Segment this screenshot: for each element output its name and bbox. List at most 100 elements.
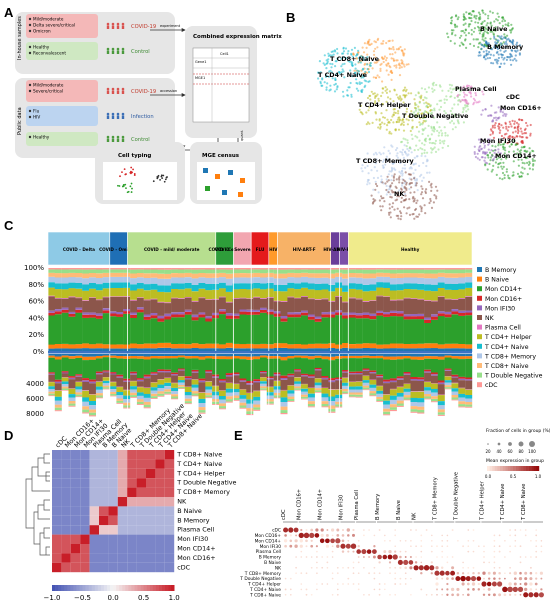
- heatmap-cell: [136, 487, 146, 497]
- heatmap-cell: [70, 562, 81, 573]
- stacked-bar-segment: [82, 269, 90, 274]
- umap-point: [388, 203, 391, 206]
- count-bar-segment: [348, 382, 356, 387]
- stacked-bar-segment: [348, 348, 356, 352]
- umap-point: [357, 89, 360, 92]
- stacked-bar-segment: [246, 311, 254, 315]
- dot-marker: [420, 539, 423, 542]
- umap-point: [388, 64, 391, 68]
- count-bar-segment: [102, 357, 110, 371]
- stacked-bar-segment: [431, 284, 438, 292]
- stacked-bar-segment: [61, 283, 69, 290]
- stacked-bar-segment: [273, 343, 281, 348]
- stacked-bar-segment: [54, 277, 62, 284]
- umap-point: [419, 147, 422, 150]
- umap-point: [361, 113, 364, 116]
- count-bar-segment: [287, 354, 295, 356]
- count-bar-segment: [403, 356, 411, 359]
- stacked-bar-segment: [307, 343, 315, 349]
- stacked-bar-segment: [82, 290, 90, 301]
- stacked-bar-segment: [191, 317, 199, 321]
- stacked-bar-segment: [68, 288, 76, 297]
- stacked-bar-segment: [89, 277, 96, 283]
- stacked-bar-segment: [362, 273, 370, 279]
- umap-point: [327, 52, 330, 55]
- count-bar-segment: [335, 379, 343, 381]
- umap-point: [333, 90, 337, 93]
- dotplot-group-label: T CD4+ Naive: [500, 484, 506, 522]
- bullet-icon: [28, 89, 32, 93]
- umap-point: [392, 46, 395, 49]
- umap-point: [413, 113, 417, 117]
- umap-point: [390, 166, 393, 169]
- count-bar-segment: [61, 357, 69, 372]
- umap-point: [416, 136, 419, 139]
- umap-point: [491, 168, 494, 171]
- umap-point: [386, 175, 389, 178]
- count-bar-segment: [253, 356, 261, 360]
- umap-point: [496, 50, 499, 54]
- count-bar-segment: [109, 357, 117, 373]
- umap-point: [513, 126, 517, 129]
- stacked-bar-segment: [348, 312, 356, 315]
- count-bar-segment: [444, 354, 452, 356]
- dot-marker: [368, 593, 371, 596]
- umap-point: [400, 170, 404, 173]
- count-bar-segment: [123, 405, 131, 408]
- stacked-bar-segment: [314, 284, 322, 291]
- umap-point: [480, 47, 483, 50]
- count-bar-segment: [225, 376, 233, 383]
- stacked-bar-segment: [184, 311, 192, 315]
- umap-point: [516, 135, 519, 138]
- count-bar-segment: [164, 393, 172, 395]
- count-bar-segment: [184, 379, 192, 387]
- heatmap-cell: [117, 459, 128, 469]
- umap-point: [492, 62, 495, 65]
- dot-marker: [347, 534, 350, 537]
- color-legend-step: [505, 466, 508, 471]
- stacked-bar-segment: [369, 284, 377, 291]
- count-bar-segment: [219, 408, 226, 410]
- stacked-bar-segment: [273, 268, 281, 270]
- umap-point: [331, 77, 334, 80]
- heatmap-cell: [108, 487, 118, 497]
- count-bar-segment: [444, 380, 452, 383]
- sample-group-box: [26, 42, 98, 60]
- umap-point: [490, 170, 493, 173]
- stacked-bar-segment: [465, 268, 473, 270]
- umap-point: [400, 184, 404, 187]
- dot-marker: [397, 559, 403, 565]
- count-bar-segment: [232, 395, 240, 398]
- sample-group-item: Reconvalescent: [33, 51, 66, 56]
- dot-marker: [508, 593, 512, 596]
- person-icon: [111, 22, 115, 26]
- dot-marker: [295, 566, 297, 569]
- umap-point: [492, 28, 495, 31]
- umap-point: [501, 16, 504, 19]
- count-bar-segment: [219, 390, 226, 396]
- dot-marker: [514, 540, 517, 542]
- stacked-bar-segment: [198, 344, 206, 349]
- heatmap-cell: [127, 497, 137, 507]
- umap-point: [381, 56, 384, 60]
- umap-point: [480, 113, 483, 116]
- legend-swatch: [477, 305, 482, 311]
- umap-point: [383, 116, 386, 119]
- stacked-bar-segment: [184, 296, 192, 298]
- umap-point: [393, 167, 396, 170]
- dot-marker: [293, 527, 299, 533]
- legend-swatch: [477, 363, 482, 368]
- person-icon: [106, 22, 110, 26]
- umap-point: [491, 130, 495, 134]
- count-bar-segment: [232, 384, 240, 389]
- count-bar-segment: [424, 369, 432, 372]
- umap-point: [398, 106, 401, 109]
- stacked-bar-segment: [109, 288, 117, 297]
- umap-cluster-label: cDC: [506, 93, 520, 101]
- umap-point: [405, 94, 408, 97]
- heatmap-row-label: cDC: [177, 563, 190, 571]
- count-bar-segment: [342, 356, 350, 359]
- dot-marker: [534, 582, 538, 586]
- stacked-bar-segment: [54, 269, 62, 274]
- scatter-point: [129, 185, 132, 188]
